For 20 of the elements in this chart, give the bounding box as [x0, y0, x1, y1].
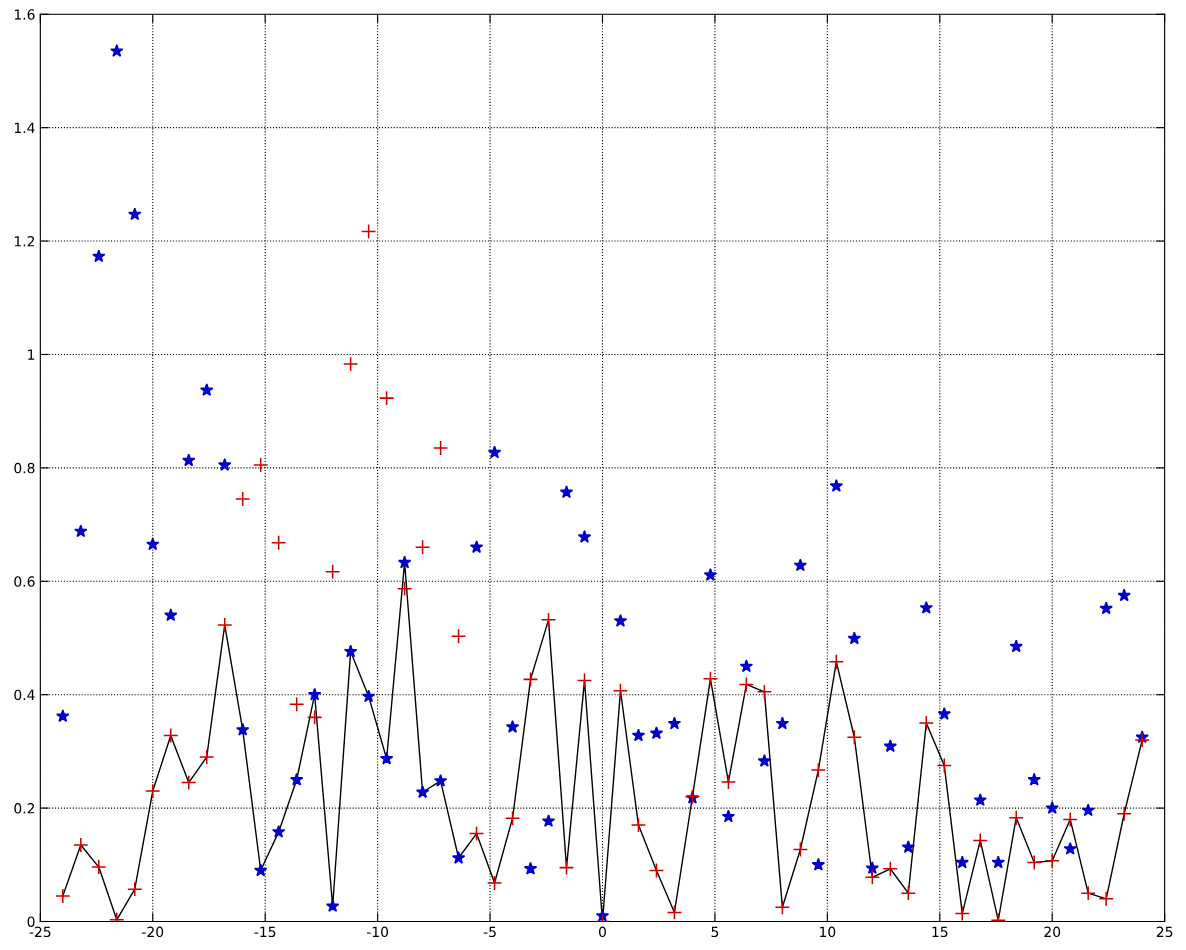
x-tick-label: 5	[711, 926, 719, 938]
x-tick-label: 25	[1156, 926, 1173, 938]
x-tick-label: -15	[254, 926, 276, 938]
y-tick-label: 1.4	[14, 122, 35, 133]
x-tick-label: 15	[932, 926, 948, 938]
x-tick-label: -20	[142, 926, 164, 938]
x-tick-label: -5	[483, 926, 496, 938]
y-tick-label: 0.8	[14, 462, 35, 474]
y-tick-label: 0	[27, 916, 35, 927]
x-tick-label: 0	[598, 926, 606, 938]
y-tick-label: 1.6	[14, 9, 35, 20]
y-tick-label: 1	[28, 349, 35, 360]
x-tick-label: 10	[820, 926, 836, 938]
x-tick-label: 20	[1044, 926, 1061, 938]
y-tick-label: 0.6	[14, 576, 35, 587]
x-tick-label: -25	[29, 926, 51, 938]
y-tick-label: 0.2	[14, 803, 35, 814]
y-tick-label: 1.2	[14, 236, 35, 247]
y-tick-label: 0.4	[14, 689, 35, 701]
x-tick-label: -10	[366, 926, 389, 938]
